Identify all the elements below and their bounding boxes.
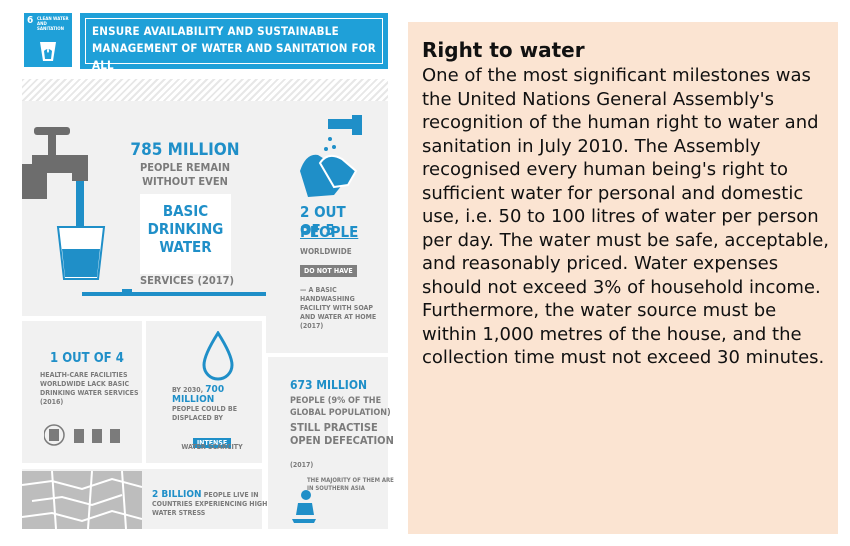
handwashing-people: PEOPLE bbox=[300, 223, 359, 241]
displaced-detail: PEOPLE COULD BE DISPLACED BY bbox=[172, 405, 238, 422]
stress-block: 2 BILLION PEOPLE LIVE IN COUNTRIES EXPER… bbox=[152, 490, 282, 518]
drinking-figure: 785 MILLION bbox=[130, 140, 240, 160]
displaced-pre: BY 2030, 700 MILLION PEOPLE COULD BE DIS… bbox=[172, 385, 252, 423]
handwashing-badge: DO NOT HAVE bbox=[300, 265, 357, 277]
intense-badge: INTENSE bbox=[192, 438, 232, 448]
healthcare-figure: 1 OUT OF 4 bbox=[50, 351, 124, 366]
person-squatting-icon bbox=[292, 490, 316, 523]
infographic-header: 6 CLEAN WATER AND SANITATION ENSURE AVAI… bbox=[22, 9, 388, 72]
right-to-water-body: One of the most significant milestones w… bbox=[422, 65, 830, 368]
sdg-title: ENSURE AVAILABILITY AND SUSTAINABLE MANA… bbox=[85, 18, 383, 72]
defecation-detail: PEOPLE (9% OF THE GLOBAL POPULATION) bbox=[290, 396, 391, 418]
hatch-divider bbox=[22, 79, 388, 101]
displaced-pre-text: BY 2030, bbox=[172, 386, 204, 394]
water-glass-icon bbox=[40, 42, 56, 61]
sdg-label: CLEAN WATER AND SANITATION bbox=[37, 16, 69, 31]
handwashing-figure: 2 OUT OF 5 bbox=[300, 203, 346, 239]
sdg-badge: 6 CLEAN WATER AND SANITATION bbox=[24, 13, 72, 67]
faucet-icon bbox=[22, 127, 132, 293]
water-drop-icon bbox=[202, 331, 234, 381]
defecation-year: (2017) bbox=[290, 461, 314, 469]
handwashing-worldwide: WORLDWIDE bbox=[300, 247, 352, 256]
displaced-post: WATER SCARCITY bbox=[181, 443, 243, 451]
intense-wrapper: INTENSE bbox=[172, 430, 252, 449]
defecation-detail2: STILL PRACTISE OPEN DEFECATION bbox=[290, 421, 394, 447]
sdg-title-box: ENSURE AVAILABILITY AND SUSTAINABLE MANA… bbox=[80, 13, 388, 72]
right-to-water-title: Right to water bbox=[422, 38, 585, 62]
cracked-earth-icon bbox=[22, 471, 142, 529]
displaced-figure: 700 MILLION bbox=[172, 384, 225, 405]
handwashing-panel bbox=[266, 101, 388, 353]
sdg6-infographic: 6 CLEAN WATER AND SANITATION ENSURE AVAI… bbox=[22, 9, 394, 529]
defecation-majority: THE MAJORITY OF THEM ARE IN SOUTHERN ASI… bbox=[307, 477, 394, 492]
drinking-services: SERVICES (2017) bbox=[140, 274, 235, 287]
stress-detail: PEOPLE LIVE IN COUNTRIES EXPERIENCING HI… bbox=[152, 491, 268, 517]
handwashing-icon bbox=[300, 115, 362, 197]
stress-figure: 2 BILLION bbox=[152, 489, 202, 500]
sdg-number: 6 bbox=[27, 15, 34, 26]
drinking-highlight: BASIC DRINKING WATER bbox=[147, 202, 224, 256]
right-to-water-panel: Right to water One of the most significa… bbox=[408, 22, 838, 534]
defecation-panel bbox=[268, 357, 388, 529]
highlight-box bbox=[140, 194, 231, 274]
defecation-figure: 673 MILLION bbox=[290, 378, 368, 392]
drinking-line1: PEOPLE REMAIN WITHOUT EVEN bbox=[139, 161, 231, 188]
hospital-icons bbox=[44, 424, 120, 446]
handwashing-detail: — A BASIC HANDWASHING FACILITY WITH SOAP… bbox=[300, 286, 377, 330]
water-line bbox=[82, 292, 266, 296]
healthcare-detail: HEALTH-CARE FACILITIES WORLDWIDE LACK BA… bbox=[40, 371, 139, 406]
